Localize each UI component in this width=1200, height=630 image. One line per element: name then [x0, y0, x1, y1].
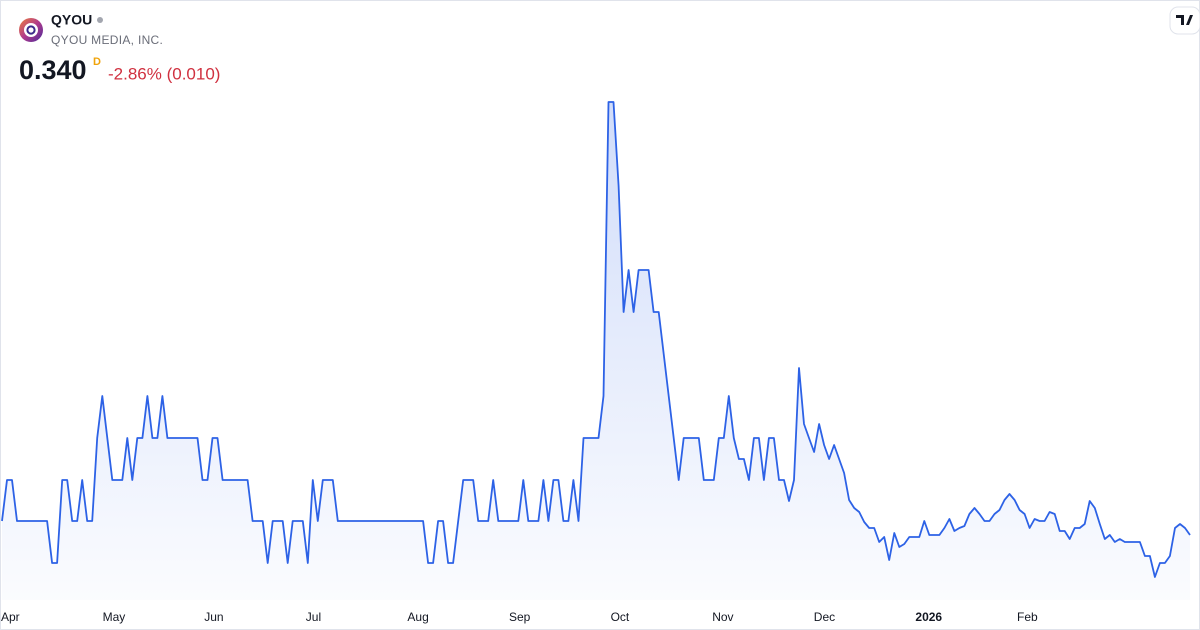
area-fill	[2, 102, 1190, 600]
x-tick-label: Aug	[407, 610, 428, 624]
x-tick-label: Sep	[509, 610, 531, 624]
logo-q	[26, 25, 36, 35]
x-tick-label: May	[103, 610, 126, 624]
symbol: QYOU	[51, 12, 92, 28]
company-name: QYOU MEDIA, INC.	[51, 33, 163, 47]
x-tick-label: Oct	[611, 610, 630, 624]
x-tick-label: Feb	[1017, 610, 1038, 624]
tv-logo	[1176, 15, 1193, 25]
x-tick-label: Jul	[306, 610, 321, 624]
x-tick-label: Apr	[1, 610, 20, 624]
x-tick-label: Dec	[814, 610, 835, 624]
logo-inner	[24, 23, 38, 37]
x-tick-label: Nov	[712, 610, 733, 624]
plot	[1, 101, 1191, 600]
change: -2.86% (0.010)	[108, 64, 220, 83]
tv-logo-box[interactable]	[1169, 6, 1200, 35]
x-tick-label: Jun	[204, 610, 223, 624]
status-dot	[97, 17, 103, 23]
interval: D	[93, 56, 101, 68]
x-tick-label: 2026	[915, 610, 942, 624]
price: 0.340	[19, 55, 87, 85]
price-line	[1, 101, 1191, 578]
